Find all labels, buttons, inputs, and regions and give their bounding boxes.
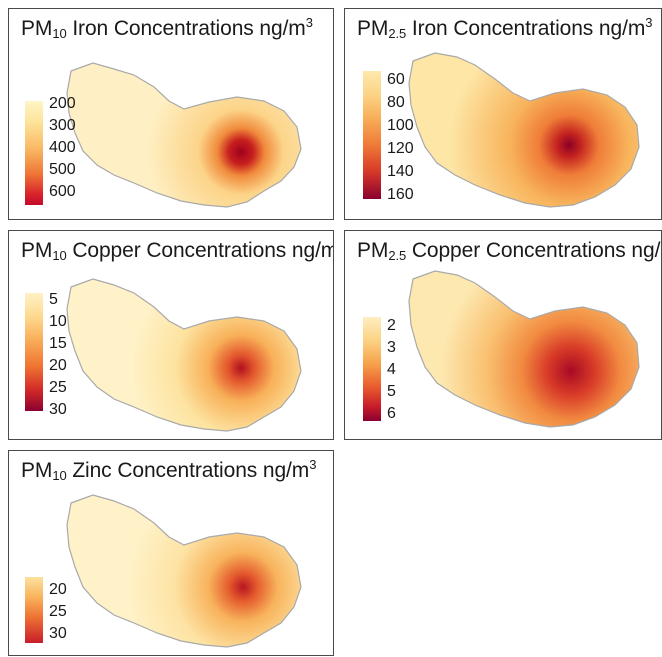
legend-tick: 400 xyxy=(49,139,76,156)
pm10-zinc-choropleth xyxy=(66,494,302,648)
color-scale-bar xyxy=(25,101,43,205)
legend-tick: 120 xyxy=(387,140,414,157)
legend-tick: 20 xyxy=(49,581,67,598)
city-boundary xyxy=(66,278,302,432)
color-scale-bar xyxy=(363,71,381,199)
legend-tick: 6 xyxy=(387,405,396,422)
legend-tick: 140 xyxy=(387,163,414,180)
map-panel-pm25-copper: PM2.5 Copper Concentrations ng/m3 2 3 4 … xyxy=(344,230,662,440)
legend-tick: 15 xyxy=(49,335,67,352)
panel-title: PM10 Zinc Concentrations ng/m3 xyxy=(21,457,317,483)
city-boundary xyxy=(66,62,302,208)
pm25-copper-choropleth xyxy=(408,270,640,428)
color-scale-bar xyxy=(25,293,43,411)
legend-tick: 300 xyxy=(49,117,76,134)
legend-tick: 3 xyxy=(387,339,396,356)
legend-tick: 60 xyxy=(387,71,405,88)
color-scale-bar xyxy=(25,577,43,643)
map-panel-pm10-iron: PM10 Iron Concentrations ng/m3 200 300 4… xyxy=(8,8,334,220)
legend-tick: 25 xyxy=(49,603,67,620)
panel-title: PM2.5 Iron Concentrations ng/m3 xyxy=(357,15,653,41)
legend-tick: 2 xyxy=(387,317,396,334)
map-panel-pm25-iron: PM2.5 Iron Concentrations ng/m3 60 80 10… xyxy=(344,8,662,220)
legend-tick: 100 xyxy=(387,117,414,134)
legend-tick: 80 xyxy=(387,94,405,111)
legend-tick: 200 xyxy=(49,95,76,112)
legend-tick: 4 xyxy=(387,361,396,378)
color-scale-bar xyxy=(363,317,381,421)
legend-tick: 10 xyxy=(49,313,67,330)
pm10-iron-choropleth xyxy=(66,62,302,208)
legend-tick: 160 xyxy=(387,186,414,203)
legend-tick: 500 xyxy=(49,161,76,178)
legend-tick: 20 xyxy=(49,357,67,374)
pm10-copper-choropleth xyxy=(66,278,302,432)
legend-tick: 5 xyxy=(49,291,58,308)
map-panel-pm10-zinc: PM10 Zinc Concentrations ng/m3 20 25 30 xyxy=(8,450,334,656)
legend-tick: 30 xyxy=(49,401,67,418)
legend-tick: 25 xyxy=(49,379,67,396)
city-boundary xyxy=(66,494,302,648)
legend-tick: 600 xyxy=(49,183,76,200)
panel-title: PM2.5 Copper Concentrations ng/m3 xyxy=(357,239,662,263)
city-boundary xyxy=(408,52,640,208)
legend-tick: 30 xyxy=(49,625,67,642)
legend-tick: 5 xyxy=(387,383,396,400)
panel-title: PM10 Iron Concentrations ng/m3 xyxy=(21,15,313,41)
panel-title: PM10 Copper Concentrations ng/m3 xyxy=(21,239,334,263)
pm25-iron-choropleth xyxy=(408,52,640,208)
map-panel-pm10-copper: PM10 Copper Concentrations ng/m3 5 10 15… xyxy=(8,230,334,440)
city-boundary xyxy=(408,270,640,428)
